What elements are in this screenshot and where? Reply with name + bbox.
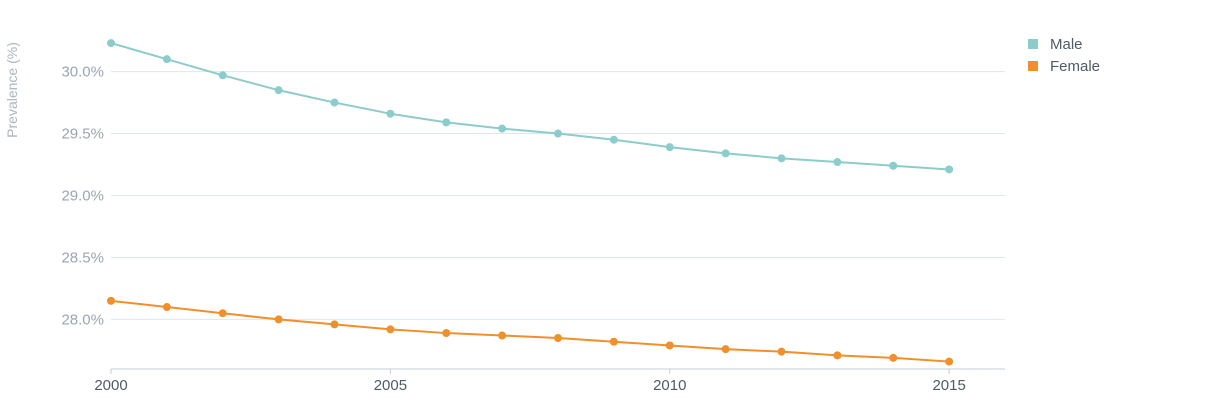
legend-label-female: Female — [1050, 57, 1101, 75]
y-tick-label-3: 29.5% — [61, 126, 104, 143]
axes: 28.0% 28.5% 29.0% 29.5% 30.0% 2000 2005 2010 201… — [61, 64, 1005, 394]
data-point-female-2014[interactable] — [889, 353, 898, 362]
legend-item-male[interactable]: Male — [1028, 33, 1100, 55]
series-line-male — [110, 42, 951, 171]
x-tick-label-1: 2005 — [374, 377, 407, 394]
gridlines — [111, 71, 1005, 320]
data-point-female-2011[interactable] — [721, 345, 730, 354]
y-tick-label-4: 30.0% — [61, 64, 104, 81]
data-point-female-2003[interactable] — [274, 315, 283, 324]
data-point-female-2001[interactable] — [162, 303, 171, 312]
data-point-male-2011[interactable] — [721, 149, 730, 158]
data-point-female-2008[interactable] — [554, 334, 562, 343]
data-point-female-2002[interactable] — [218, 309, 227, 318]
data-point-male-2005[interactable] — [386, 109, 395, 118]
data-point-male-2007[interactable] — [498, 124, 507, 133]
data-point-male-2004[interactable] — [330, 98, 339, 107]
data-point-male-2013[interactable] — [833, 158, 842, 167]
data-point-male-2000[interactable] — [107, 39, 115, 48]
data-point-female-2000[interactable] — [107, 296, 115, 305]
data-point-male-2002[interactable] — [218, 71, 227, 80]
legend-label-male: Male — [1050, 35, 1083, 53]
data-point-male-2010[interactable] — [665, 143, 674, 152]
series-lines — [107, 39, 954, 366]
data-point-female-2013[interactable] — [833, 351, 842, 360]
data-point-female-2007[interactable] — [498, 331, 507, 340]
data-point-male-2008[interactable] — [554, 129, 562, 138]
data-point-male-2001[interactable] — [162, 55, 171, 64]
y-tick-label-2: 29.0% — [61, 188, 104, 205]
legend-swatch-male — [1028, 39, 1038, 49]
legend-swatch-female — [1028, 61, 1038, 71]
data-point-male-2003[interactable] — [274, 86, 283, 95]
data-point-female-2006[interactable] — [442, 329, 451, 338]
data-point-male-2015[interactable] — [945, 165, 954, 174]
data-point-female-2004[interactable] — [330, 320, 339, 329]
legend-item-female[interactable]: Female — [1028, 55, 1100, 77]
series-line-female — [110, 299, 951, 363]
x-tick-label-3: 2015 — [932, 377, 965, 394]
y-tick-label-0: 28.0% — [61, 311, 104, 328]
data-point-female-2009[interactable] — [609, 337, 618, 346]
data-point-male-2009[interactable] — [609, 135, 618, 144]
data-point-female-2005[interactable] — [386, 325, 395, 334]
data-point-male-2014[interactable] — [889, 161, 898, 170]
y-tick-label-1: 28.5% — [61, 249, 104, 266]
data-point-male-2006[interactable] — [442, 118, 451, 127]
y-axis-label: Prevalence (%) — [4, 42, 20, 138]
data-point-female-2015[interactable] — [945, 357, 954, 366]
x-tick-label-2: 2010 — [653, 377, 686, 394]
data-point-female-2012[interactable] — [777, 347, 786, 356]
data-point-female-2010[interactable] — [665, 341, 674, 350]
legend: Male Female — [1028, 33, 1100, 77]
data-point-male-2012[interactable] — [777, 154, 786, 163]
x-tick-label-0: 2000 — [94, 377, 127, 394]
